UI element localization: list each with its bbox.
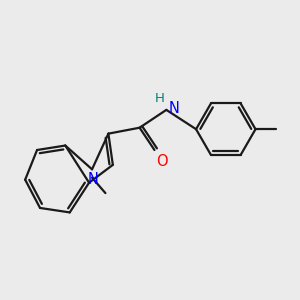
Text: H: H <box>155 92 165 104</box>
Text: O: O <box>156 154 168 169</box>
Text: N: N <box>169 101 180 116</box>
Text: N: N <box>88 172 99 187</box>
